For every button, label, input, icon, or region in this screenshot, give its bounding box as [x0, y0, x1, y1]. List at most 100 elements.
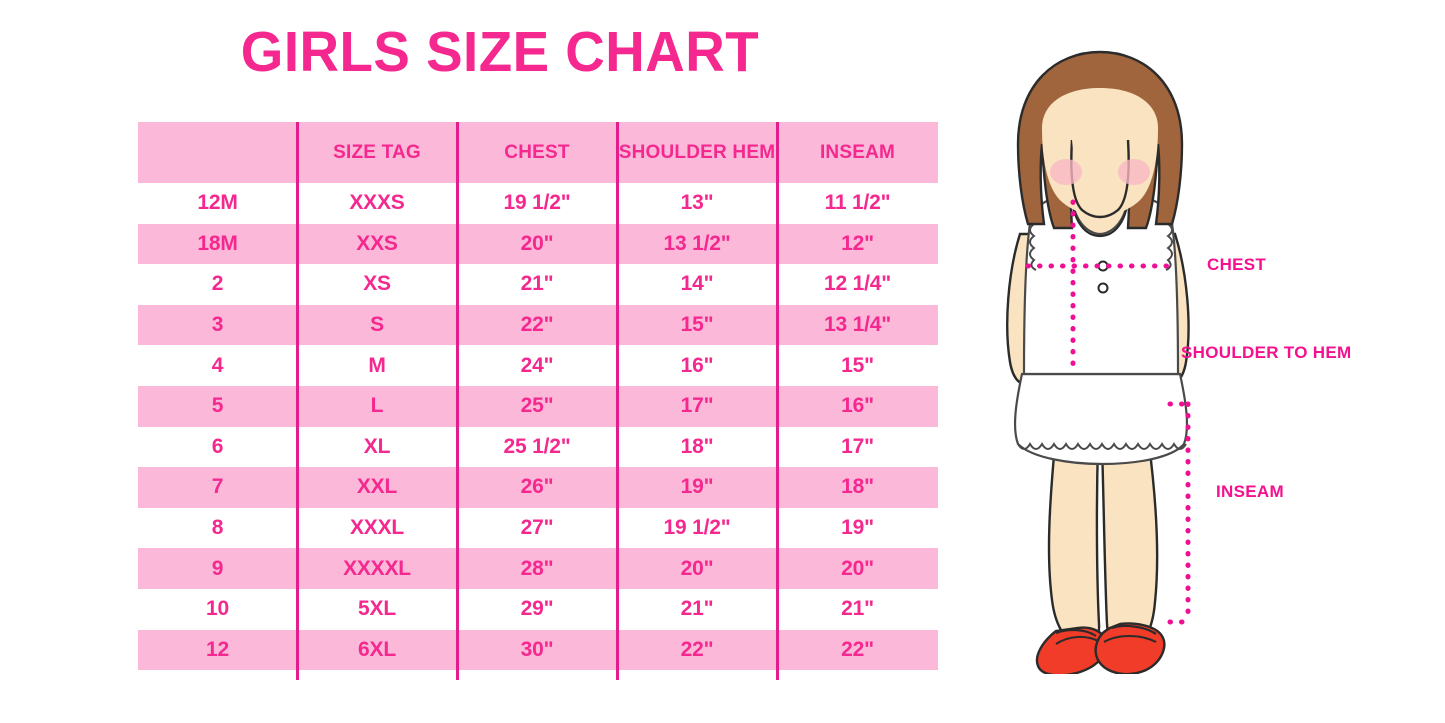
cell-shoulder-hem: 18" — [617, 426, 777, 468]
cell-size-tag: XXS — [297, 223, 457, 265]
table-row: 12M XXXS 19 1/2" 13" 11 1/2" — [138, 183, 938, 224]
skirt — [1013, 372, 1189, 466]
cell-size-tag: XXL — [297, 467, 457, 508]
left-cheek-blush — [1050, 159, 1082, 185]
cell-chest: 29" — [457, 588, 617, 630]
cell-chest: 28" — [457, 548, 617, 589]
cell-chest: 22" — [457, 304, 617, 346]
cell-size: 7 — [138, 467, 297, 508]
cell-shoulder-hem: 16" — [617, 345, 777, 386]
table-row: 9 XXXXL 28" 20" 20" — [138, 548, 938, 589]
left-shoe-strap — [1055, 628, 1097, 637]
right-shoe-seam — [1103, 635, 1157, 643]
cell-chest: 30" — [457, 629, 617, 671]
left-shoe-seam — [1055, 636, 1101, 645]
cell-shoulder-hem: 13" — [617, 183, 777, 224]
right-leg — [1100, 442, 1159, 651]
cell-size-tag: XS — [297, 264, 457, 305]
table-row: 4 M 24" 16" 15" — [138, 345, 938, 386]
cell-shoulder-hem: 17" — [617, 385, 777, 427]
cell-size: 18M — [138, 223, 297, 265]
cell-shoulder-hem: 20" — [617, 548, 777, 589]
table-row: 3 S 22" 15" 13 1/4" — [138, 304, 938, 346]
table-row: 18M XXS 20" 13 1/2" 12" — [138, 223, 938, 265]
cell-inseam: 12 1/4" — [777, 264, 938, 305]
cell-size-tag: XL — [297, 426, 457, 468]
cell-size-tag: XXXL — [297, 507, 457, 549]
cell-size: 6 — [138, 426, 297, 468]
table-row: 6 XL 25 1/2" 18" 17" — [138, 426, 938, 468]
column-header-inseam: INSEAM — [777, 122, 938, 183]
column-header-chest: CHEST — [457, 122, 617, 183]
cell-inseam: 12" — [777, 223, 938, 265]
cell-size-tag: L — [297, 385, 457, 427]
table-row: 12 6XL 30" 22" 22" — [138, 629, 938, 671]
cell-size-tag: 6XL — [297, 629, 457, 671]
table-row: 2 XS 21" 14" 12 1/4" — [138, 264, 938, 305]
cell-chest: 25" — [457, 385, 617, 427]
cell-size-tag: XXXS — [297, 183, 457, 224]
cell-size: 8 — [138, 507, 297, 549]
table-row: 5 L 25" 17" 16" — [138, 385, 938, 427]
cell-size: 2 — [138, 264, 297, 305]
cell-size-tag: S — [297, 304, 457, 346]
cell-size: 4 — [138, 345, 297, 386]
button-lower — [1097, 282, 1109, 294]
cell-size: 9 — [138, 548, 297, 589]
column-header-shoulder-hem: SHOULDER HEM — [617, 122, 777, 183]
cell-shoulder-hem: 19" — [617, 467, 777, 508]
cell-chest: 27" — [457, 507, 617, 549]
cell-inseam: 16" — [777, 385, 938, 427]
cell-inseam: 18" — [777, 467, 938, 508]
cell-shoulder-hem: 14" — [617, 264, 777, 305]
cell-chest: 25 1/2" — [457, 426, 617, 468]
callout-label-chest: CHEST — [1207, 255, 1267, 274]
cell-size-tag: XXXXL — [297, 548, 457, 589]
cell-inseam: 13 1/4" — [777, 304, 938, 346]
callout-label-shoulder-to-hem: SHOULDER TO HEM — [1181, 343, 1352, 362]
cell-inseam: 17" — [777, 426, 938, 468]
column-header-size-tag: SIZE TAG — [297, 122, 457, 183]
cell-shoulder-hem: 22" — [617, 629, 777, 671]
skirt-ruffle-hem — [1017, 442, 1187, 450]
cell-shoulder-hem: 13 1/2" — [617, 223, 777, 265]
column-header-size — [138, 122, 297, 183]
cell-chest: 19 1/2" — [457, 183, 617, 224]
left-shoe — [1035, 626, 1108, 674]
cell-inseam: 11 1/2" — [777, 183, 938, 224]
cell-size-tag: M — [297, 345, 457, 386]
callout-label-inseam: INSEAM — [1216, 482, 1284, 501]
table-row: 7 XXL 26" 19" 18" — [138, 467, 938, 508]
cell-size: 12M — [138, 183, 297, 224]
cell-inseam: 20" — [777, 548, 938, 589]
cell-shoulder-hem: 19 1/2" — [617, 507, 777, 549]
cell-chest: 20" — [457, 223, 617, 265]
table-row: 10 5XL 29" 21" 21" — [138, 588, 938, 630]
cell-shoulder-hem: 15" — [617, 304, 777, 346]
cell-chest: 26" — [457, 467, 617, 508]
cell-size: 10 — [138, 588, 297, 630]
cell-inseam: 19" — [777, 507, 938, 549]
cell-size: 3 — [138, 304, 297, 346]
cell-shoulder-hem: 21" — [617, 588, 777, 630]
cell-size: 12 — [138, 629, 297, 671]
girl-figure-illustration — [1006, 50, 1195, 674]
face-outline — [1070, 139, 1130, 219]
right-shoe-strap — [1111, 624, 1157, 635]
right-shoe — [1094, 622, 1166, 674]
right-cheek-blush — [1118, 159, 1150, 185]
table-body: 12M XXXS 19 1/2" 13" 11 1/2" 18M XXS 20" 13 1/2"… — [138, 183, 938, 671]
left-leg — [1047, 442, 1101, 649]
face — [1042, 88, 1158, 216]
cell-chest: 24" — [457, 345, 617, 386]
table-header-row: SIZE TAG CHEST SHOULDER HEM INSEAM — [138, 122, 938, 183]
cell-inseam: 15" — [777, 345, 938, 386]
cell-inseam: 21" — [777, 588, 938, 630]
table-row: 8 XXXL 27" 19 1/2" 19" — [138, 507, 938, 549]
cell-chest: 21" — [457, 264, 617, 305]
cell-size: 5 — [138, 385, 297, 427]
cell-size-tag: 5XL — [297, 588, 457, 630]
page-title: GIRLS SIZE CHART — [240, 20, 760, 84]
size-chart-table: SIZE TAG CHEST SHOULDER HEM INSEAM 12M XX… — [138, 122, 938, 671]
cell-inseam: 22" — [777, 629, 938, 671]
